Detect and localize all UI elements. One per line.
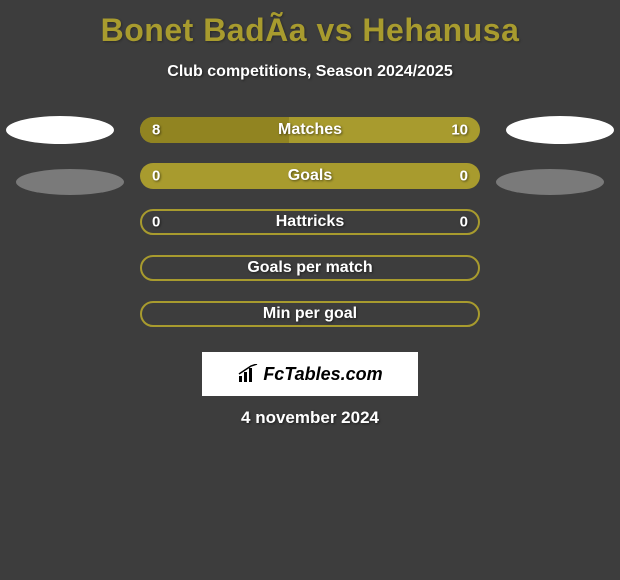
stat-label: Goals per match <box>140 259 480 277</box>
page-title: Bonet BadÃ­a vs Hehanusa <box>0 0 620 49</box>
stat-row-goals: 0 Goals 0 <box>0 163 620 189</box>
chart-icon <box>237 364 259 384</box>
stat-label: Hattricks <box>140 213 480 231</box>
stat-row-min-per-goal: Min per goal <box>0 301 620 327</box>
stat-label: Min per goal <box>140 305 480 323</box>
stats-container: 8 Matches 10 0 Goals 0 0 Hattricks 0 Goa… <box>0 117 620 327</box>
stat-row-matches: 8 Matches 10 <box>0 117 620 143</box>
stat-value-right: 10 <box>451 122 468 139</box>
stat-value-right: 0 <box>460 168 468 185</box>
stat-row-hattricks: 0 Hattricks 0 <box>0 209 620 235</box>
stat-label: Goals <box>140 167 480 185</box>
logo-box: FcTables.com <box>202 352 418 396</box>
stat-row-goals-per-match: Goals per match <box>0 255 620 281</box>
logo-text: FcTables.com <box>237 364 382 385</box>
logo-label: FcTables.com <box>263 364 382 385</box>
stat-value-right: 0 <box>460 214 468 231</box>
stat-label: Matches <box>140 121 480 139</box>
date-text: 4 november 2024 <box>0 408 620 428</box>
subtitle: Club competitions, Season 2024/2025 <box>0 63 620 81</box>
